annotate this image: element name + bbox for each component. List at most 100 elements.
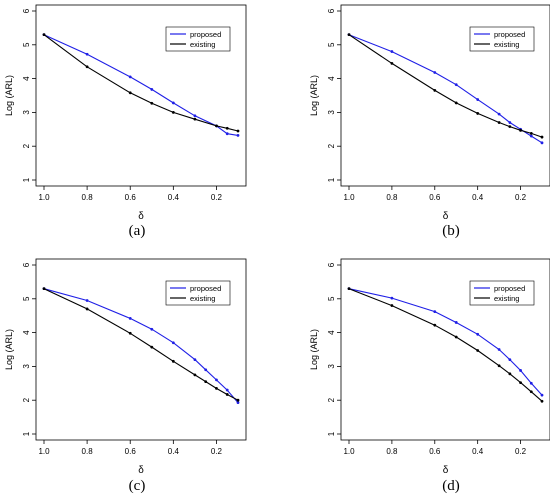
p3-proposed-point	[225, 388, 229, 392]
p4-proposed-point	[390, 296, 394, 300]
p3-existing-point	[193, 373, 197, 377]
caption-b: (b)	[442, 223, 460, 239]
p4-proposed-point	[476, 332, 480, 336]
p3-ytick-label: 1	[22, 431, 31, 436]
p3-proposed-point	[85, 299, 89, 302]
p3-xlabel: δ	[138, 465, 144, 476]
p4-proposed-point	[540, 393, 544, 397]
caption-d: (d)	[442, 478, 460, 494]
p1-proposed-point	[236, 133, 240, 137]
p1-xtick-label: 0.6	[125, 193, 137, 202]
p3-xtick-label: 1.0	[38, 447, 50, 456]
p4-existing-point	[519, 381, 522, 385]
p2-existing-point	[508, 125, 512, 128]
p2-existing-point	[390, 61, 394, 65]
p3-ytick-label: 2	[22, 397, 31, 402]
p3-proposed-point	[236, 401, 240, 404]
p2-plot-frame	[340, 4, 550, 187]
p2-existing-line	[348, 34, 543, 138]
p2-ytick-label: 4	[327, 76, 336, 81]
p1-legend-box	[165, 26, 231, 52]
p4-proposed-point	[508, 358, 512, 362]
p4-ytick-label: 2	[327, 397, 336, 402]
p4-xtick-label: 1.0	[343, 447, 355, 456]
p1-xtick-label: 0.8	[82, 193, 94, 202]
p1-proposed-point	[225, 132, 229, 136]
p4-ytick-label: 5	[327, 296, 336, 301]
p3-proposed-line	[43, 288, 239, 403]
p2-ytick-label: 6	[327, 8, 336, 13]
p2-existing-point	[454, 101, 458, 105]
p2-existing-point	[347, 33, 351, 37]
p3-legend-label-proposed: proposed	[190, 284, 221, 293]
p1-existing-point	[150, 101, 154, 105]
p4-xtick-label: 0.8	[386, 447, 398, 456]
p2-ytick-label: 5	[327, 42, 336, 47]
p3-proposed-point	[204, 368, 208, 372]
p3-existing-line	[43, 288, 239, 401]
p1-existing-point	[85, 65, 89, 69]
p3-existing-point	[171, 359, 175, 363]
p4-proposed-point	[433, 310, 437, 314]
p4-proposed-line	[348, 288, 543, 396]
p2-proposed-point	[529, 134, 533, 138]
p3-existing-point	[215, 386, 218, 390]
p1-xtick-label: 0.4	[168, 193, 180, 202]
p2-legend-label-proposed: proposed	[494, 30, 525, 39]
caption-a: (a)	[128, 223, 146, 239]
p2-ylabel: Log (ARL)	[309, 75, 319, 116]
p3-ytick-label: 3	[22, 364, 31, 369]
p1-proposed-point	[128, 75, 132, 79]
p2-ytick-label: 1	[327, 177, 336, 182]
p1-proposed-point	[150, 88, 154, 91]
p4-existing-point	[347, 287, 351, 291]
p2-proposed-point	[508, 121, 512, 124]
p4-plot-frame	[340, 258, 550, 441]
p4-proposed-point	[454, 321, 458, 324]
p3-legend-label-existing: existing	[190, 294, 215, 303]
p3-proposed-point	[171, 341, 175, 345]
p2-proposed-point	[433, 71, 437, 74]
p3-xtick-label: 0.8	[82, 447, 94, 456]
p1-proposed-point	[171, 101, 175, 105]
p4-xtick-label: 0.6	[429, 447, 441, 456]
p3-ytick-label: 6	[22, 262, 31, 267]
p1-ytick-label: 5	[22, 42, 31, 47]
p4-ytick-label: 6	[327, 262, 336, 267]
p3-existing-point	[128, 331, 132, 335]
p4-proposed-point	[529, 381, 533, 385]
p2-existing-point	[529, 131, 533, 135]
p4-existing-point	[508, 372, 512, 376]
p2-ytick-label: 3	[327, 110, 336, 115]
p2-existing-point	[476, 112, 480, 115]
p2-xtick-label: 0.6	[429, 193, 441, 202]
p2-existing-point	[433, 89, 437, 92]
p2-legend-label-existing: existing	[494, 40, 519, 49]
p2-proposed-point	[476, 98, 480, 101]
p1-legend-label-existing: existing	[190, 40, 215, 49]
p2-legend-box	[469, 26, 535, 52]
p2-proposed-line	[348, 34, 543, 144]
p3-ytick-label: 4	[22, 330, 31, 335]
p2-xtick-label: 1.0	[343, 193, 355, 202]
p4-ylabel: Log (ARL)	[309, 329, 319, 370]
p3-existing-point	[150, 345, 154, 349]
p1-proposed-point	[193, 114, 197, 118]
p3-ytick-label: 5	[22, 296, 31, 301]
p1-existing-point	[215, 124, 218, 128]
p3-existing-point	[42, 287, 46, 291]
p4-xlabel: δ	[443, 465, 449, 476]
p4-xtick-label: 0.4	[472, 447, 484, 456]
p1-ytick-label: 1	[22, 177, 31, 182]
p1-existing-point	[193, 117, 197, 121]
p2-proposed-point	[390, 50, 394, 53]
p1-ylabel: Log (ARL)	[4, 75, 14, 116]
p4-proposed-point	[519, 369, 522, 372]
p2-xtick-label: 0.8	[386, 193, 398, 202]
p3-proposed-point	[128, 317, 132, 320]
p1-existing-point	[225, 126, 229, 130]
p2-xtick-label: 0.2	[515, 193, 527, 202]
p2-xtick-label: 0.4	[472, 193, 484, 202]
